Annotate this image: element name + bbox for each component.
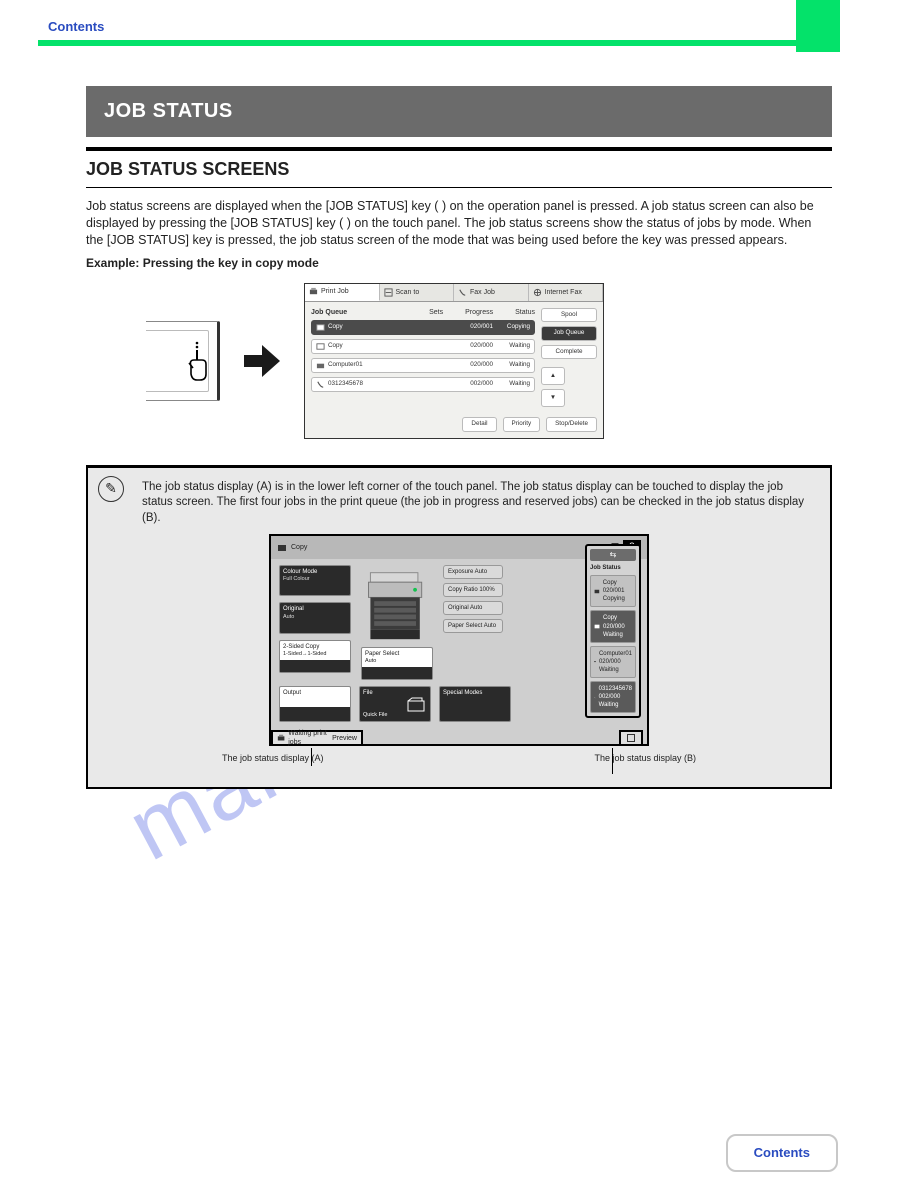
queue-row[interactable]: Copy020/001Copying (311, 320, 535, 335)
col-header: Progress (465, 308, 493, 317)
job-queue-button[interactable]: Job Queue (541, 326, 597, 341)
rail-title: Job Status (590, 564, 636, 572)
intro-paragraph: Job status screens are displayed when th… (86, 198, 832, 249)
tab-label: Internet Fax (545, 288, 582, 297)
copier-illustration (359, 565, 435, 645)
leader-line (612, 748, 613, 774)
special-modes-tile[interactable]: Special Modes (439, 686, 511, 722)
caption-b: The job status display (B) (594, 752, 696, 764)
note-box: ✎ The job status display (A) is in the l… (86, 465, 832, 789)
arrow-icon (242, 343, 282, 379)
original-tile[interactable]: OriginalAuto (279, 602, 351, 634)
rail-item[interactable]: Copy020/000 Waiting (590, 610, 636, 642)
paper-select-button[interactable]: Paper Select Auto (443, 619, 503, 633)
job-status-rail: ⇆ Job Status Copy020/001 Copying Copy020… (585, 544, 641, 718)
pencil-icon: ✎ (98, 476, 124, 502)
queue-row[interactable]: 0312345678002/000Waiting (311, 377, 535, 392)
rail-item[interactable]: 0312345678002/000 Waiting (590, 681, 636, 713)
queue-row[interactable]: Copy020/000Waiting (311, 339, 535, 354)
spool-button[interactable]: Spool (541, 308, 597, 323)
panel-side-col: Spool Job Queue Complete ▲ ▼ (541, 308, 597, 408)
copy-icon (277, 543, 287, 553)
tab-internet-fax[interactable]: Internet Fax (529, 284, 604, 300)
printer-icon (277, 733, 285, 743)
leader-line (311, 748, 312, 766)
two-sided-tile[interactable]: 2-Sided Copy1-Sided→1-Sided (279, 640, 351, 674)
touch-icon (186, 338, 216, 382)
copy-mode-panel: Copy 0 Colour ModeFull Colour OriginalAu… (269, 534, 649, 746)
copy-ratio-button[interactable]: Copy Ratio 100% (443, 583, 503, 597)
paper-select-tile[interactable]: Paper SelectAuto (361, 647, 433, 681)
rail-item[interactable]: Computer01020/000 Waiting (590, 646, 636, 678)
job-status-selector-a[interactable]: Waiting print jobs Preview (271, 730, 363, 746)
contents-button[interactable]: Contents (726, 1134, 838, 1172)
job-status-panel: Print Job Scan to Fax Job Internet Fax J… (304, 283, 604, 438)
scroll-up-button[interactable]: ▲ (541, 367, 565, 385)
selector-value: Preview (332, 734, 357, 743)
scroll-down-button[interactable]: ▼ (541, 389, 565, 407)
colour-mode-tile[interactable]: Colour ModeFull Colour (279, 565, 351, 597)
stop-icon (626, 733, 636, 743)
note-text: The job status display (A) is in the low… (142, 480, 816, 527)
tab-print-job[interactable]: Print Job (305, 284, 380, 300)
section-title: JOB STATUS (86, 86, 832, 137)
queue-row[interactable]: Computer01020/000Waiting (311, 358, 535, 373)
copy-header-label: Copy (291, 543, 307, 552)
stop-button[interactable] (619, 730, 643, 746)
priority-button[interactable]: Priority (503, 417, 541, 432)
tab-scan-to[interactable]: Scan to (380, 284, 455, 300)
tab-label: Print Job (321, 287, 349, 296)
rail-item[interactable]: Copy020/001 Copying (590, 575, 636, 607)
tab-fax-job[interactable]: Fax Job (454, 284, 529, 300)
detail-button[interactable]: Detail (462, 417, 496, 432)
exposure-button[interactable]: Exposure Auto (443, 565, 503, 579)
selector-label: Waiting print jobs (288, 729, 332, 748)
caption-a: The job status display (A) (222, 752, 324, 764)
contents-link-top[interactable]: Contents (48, 18, 104, 36)
rail-swap-icon[interactable]: ⇆ (590, 549, 636, 561)
tab-label: Fax Job (470, 288, 495, 297)
subsection-title: JOB STATUS SCREENS (86, 147, 832, 188)
complete-button[interactable]: Complete (541, 345, 597, 360)
job-status-key (146, 321, 220, 401)
col-header: Status (515, 308, 535, 317)
output-tile[interactable]: Output (279, 686, 351, 722)
original-button[interactable]: Original Auto (443, 601, 503, 615)
intro-subtitle: Example: Pressing the key in copy mode (86, 255, 832, 271)
page-header: Contents (0, 0, 882, 52)
panel-tabs: Print Job Scan to Fax Job Internet Fax (305, 284, 603, 301)
file-tile[interactable]: FileQuick File (359, 686, 431, 722)
stop-delete-button[interactable]: Stop/Delete (546, 417, 597, 432)
queue-title: Job Queue (311, 309, 347, 316)
tab-label: Scan to (396, 288, 420, 297)
job-status-example-row: Print Job Scan to Fax Job Internet Fax J… (146, 283, 832, 438)
header-accent-box (796, 0, 840, 52)
header-underline (38, 40, 840, 46)
col-header: Sets (429, 308, 443, 317)
